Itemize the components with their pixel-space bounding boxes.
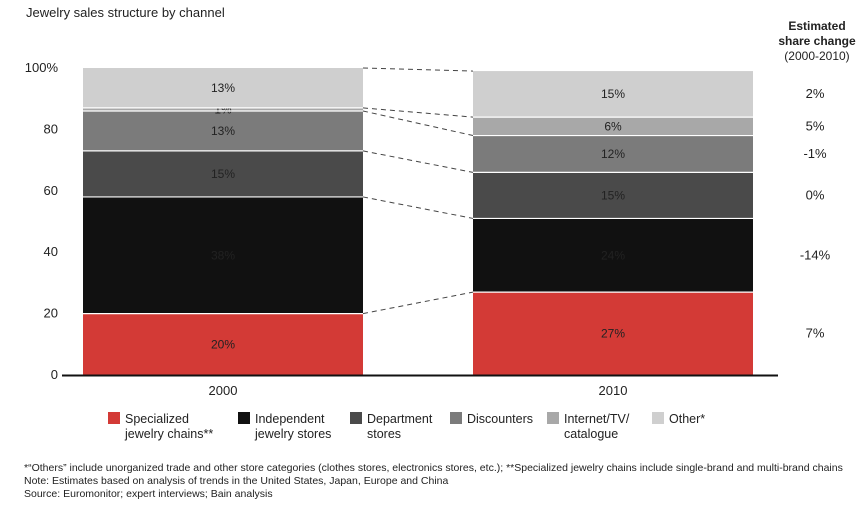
connector-line xyxy=(362,67,474,72)
y-axis: 0 20 40 60 80 100% xyxy=(25,60,59,382)
connector-lines xyxy=(362,67,474,315)
footnote-note: Note: Estimates based on analysis of tre… xyxy=(24,475,449,487)
connector-line xyxy=(362,150,474,173)
bar-segment xyxy=(473,135,753,173)
legend-label: Department xyxy=(367,412,433,426)
share-change-header-line: Estimated xyxy=(788,19,845,33)
bars: 20%38%15%13%1%13%27%24%15%12%6%15% xyxy=(83,68,753,375)
share-change-value: 7% xyxy=(806,326,825,341)
x-axis: 2000 2010 xyxy=(62,374,778,398)
y-tick-label: 40 xyxy=(44,244,58,259)
legend-swatch xyxy=(652,412,664,424)
x-tick-label: 2000 xyxy=(209,383,238,398)
data-label: 6% xyxy=(604,119,622,133)
data-label: 12% xyxy=(601,147,625,161)
bar-segment xyxy=(473,218,753,293)
data-label: 13% xyxy=(211,124,235,138)
legend-label: stores xyxy=(367,427,401,441)
share-change-value: 5% xyxy=(806,118,825,133)
footnotes: *“Others” include unorganized trade and … xyxy=(24,462,854,501)
legend-label: catalogue xyxy=(564,427,618,441)
share-change-value: -14% xyxy=(800,247,831,262)
x-tick-label: 2010 xyxy=(599,383,628,398)
legend-label: Internet/TV/ xyxy=(564,412,630,426)
legend-label: Other* xyxy=(669,412,705,426)
bar-segment xyxy=(473,71,753,118)
data-label: 15% xyxy=(211,167,235,181)
y-tick-label: 0 xyxy=(51,367,58,382)
data-label: 20% xyxy=(211,337,235,351)
legend-label: Independent xyxy=(255,412,325,426)
bar-segment xyxy=(83,107,363,111)
share-change-value: 0% xyxy=(806,187,825,202)
data-label: 13% xyxy=(211,81,235,95)
legend-swatch xyxy=(108,412,120,424)
share-change-header-line: share change xyxy=(778,34,856,48)
share-change-value: -1% xyxy=(803,146,827,161)
share-change-value: 2% xyxy=(806,86,825,101)
legend-label: Discounters xyxy=(467,412,533,426)
y-tick-label: 60 xyxy=(44,183,58,198)
y-tick-label: 80 xyxy=(44,121,58,136)
connector-line xyxy=(362,107,474,118)
share-change-column: 7% -14% 0% -1% 5% 2% xyxy=(800,86,831,340)
bar-segment xyxy=(83,313,363,375)
legend-label: jewelry chains** xyxy=(124,427,213,441)
connector-line xyxy=(362,291,474,315)
data-label: 15% xyxy=(601,87,625,101)
connector-line xyxy=(362,196,474,219)
legend-swatch xyxy=(547,412,559,424)
bar-segment xyxy=(473,117,753,136)
y-tick-label: 20 xyxy=(44,306,58,321)
data-label: 27% xyxy=(601,327,625,341)
footnote-others: *“Others” include unorganized trade and … xyxy=(24,462,843,474)
legend-swatch xyxy=(450,412,462,424)
y-tick-label: 100% xyxy=(25,60,59,75)
legend-swatch xyxy=(238,412,250,424)
legend-label: jewelry stores xyxy=(254,427,331,441)
legend-swatch xyxy=(350,412,362,424)
data-label: 24% xyxy=(601,248,625,262)
bar-segment xyxy=(473,172,753,219)
legend-label: Specialized xyxy=(125,412,189,426)
bar-segment xyxy=(83,68,363,108)
bar-segment xyxy=(83,150,363,197)
connector-line xyxy=(362,110,474,137)
bar-segment xyxy=(83,110,363,151)
data-label: 38% xyxy=(211,248,235,262)
bar-segment xyxy=(473,292,753,375)
footnote-source: Source: Euromonitor; expert interviews; … xyxy=(24,488,273,500)
bar-segment xyxy=(83,196,363,314)
share-change-header-line: (2000-2010) xyxy=(784,49,849,63)
data-label: 15% xyxy=(601,188,625,202)
chart-title: Jewelry sales structure by channel xyxy=(26,5,225,20)
